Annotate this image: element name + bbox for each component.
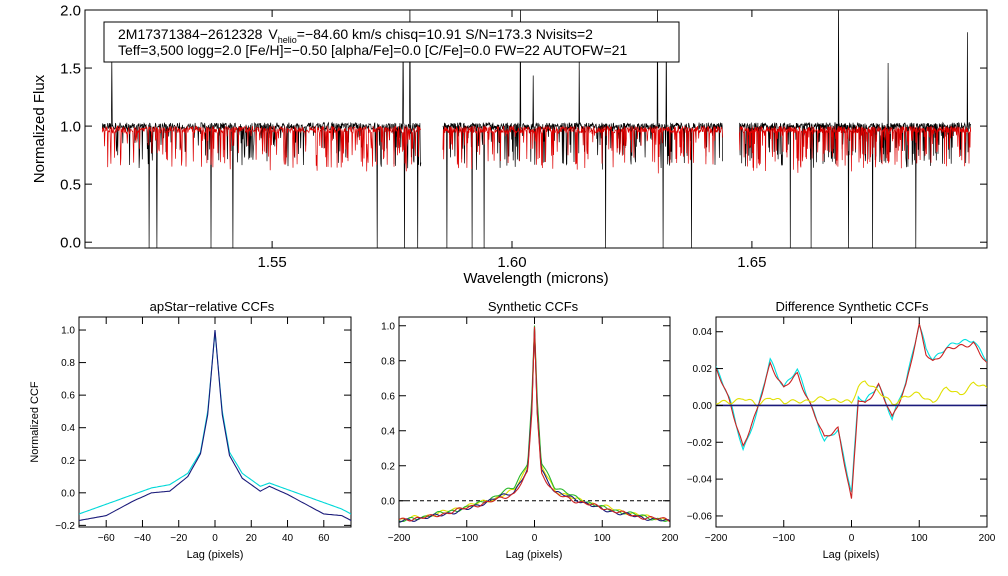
- apstar-ccf-ytick-label: 0.6: [61, 391, 75, 402]
- synthetic-ccf-xtick-label: −200: [388, 533, 411, 544]
- synthetic-ccf-ytick-label: 0.8: [381, 356, 395, 367]
- apstar-ccf-xtick-label: −60: [98, 533, 115, 544]
- apstar-ccf-xtick-label: 40: [282, 533, 294, 544]
- spectrum-frame: [84, 9, 988, 249]
- difference-ccf-series-mean: [716, 380, 987, 407]
- spectrum-xtick-label: 1.55: [258, 254, 287, 271]
- spectrum-ylabel: Normalized Flux: [31, 74, 48, 183]
- difference-ccf-xtick-label: −200: [705, 533, 728, 544]
- apstar-ccf-xtick-label: −20: [170, 533, 187, 544]
- apstar-ccf-series-visit-2: [79, 329, 351, 522]
- difference-ccf-xtick-label: 0: [849, 533, 855, 544]
- apstar-ccf-xtick-label: −40: [134, 533, 151, 544]
- apstar-ccf-plot: [79, 329, 351, 522]
- synthetic-ccf-xtick-label: 100: [594, 533, 611, 544]
- spectrum-ytick-label: 2.0: [60, 2, 81, 19]
- annotation-line-1: 2M17371384−2612328 Vhelio=−84.60 km/s chi…: [118, 26, 593, 45]
- synthetic-ccf-ytick-label: 1.0: [381, 321, 395, 332]
- spectrum-ytick-label: 0.5: [60, 176, 81, 193]
- spectrum-panel: 1.55 1.60 1.65 0.0 0.5 1.0 1.5 2.0 Wavelength (…: [31, 2, 988, 287]
- synthetic-ccf-xtick-label: 200: [662, 533, 679, 544]
- synthetic-ccf-xtick-label: 0: [532, 533, 538, 544]
- difference-ccf-ytick-label: −0.02: [687, 438, 713, 449]
- synthetic-ccf-lines: [399, 325, 670, 523]
- synthetic-ccf-series-model: [399, 326, 670, 523]
- apstar-ccf-xtick-label: 60: [318, 533, 330, 544]
- annotation-v-sub: helio: [278, 35, 297, 45]
- spectrum-ytick-label: 1.0: [60, 118, 81, 135]
- apstar-ccf-ytick-label: 0.8: [61, 358, 75, 369]
- difference-ccf-ytick-label: 0.00: [693, 401, 713, 412]
- spectrum-ytick-label: 0.0: [60, 234, 81, 251]
- synthetic-ccf-xtick-label: −100: [455, 533, 478, 544]
- difference-ccf-xtick-label: 100: [911, 533, 928, 544]
- apstar-ccf-xtick-label: 0: [212, 533, 218, 544]
- synthetic-ccf-ytick-label: 0.0: [381, 496, 395, 507]
- apstar-ccf-title: apStar−relative CCFs: [150, 299, 275, 314]
- synthetic-ccf-ytick-label: 0.4: [381, 426, 395, 437]
- synthetic-ccf-series-visit-1: [399, 330, 670, 522]
- difference-ccf-series-visit-1: [716, 322, 987, 493]
- spectrum-xlabel: Wavelength (microns): [463, 270, 608, 287]
- annotation-v-rest: =−84.60 km/s chisq=10.91 S/N=173.3 Nvisi…: [297, 26, 593, 42]
- synthetic-ccf-ytick-label: 0.6: [381, 391, 395, 402]
- difference-ccf-title: Difference Synthetic CCFs: [776, 299, 929, 314]
- annotation-line-2: Teff=3,500 logg=2.0 [Fe/H]=−0.50 [alpha/…: [118, 42, 627, 58]
- difference-ccf-ytick-label: −0.04: [687, 475, 713, 486]
- difference-ccf-ytick-label: 0.04: [693, 327, 713, 338]
- annotation-box: [103, 21, 680, 63]
- synthetic-ccf-series-combined: [399, 328, 670, 523]
- apstar-ccf-ytick-label: 0.4: [61, 423, 75, 434]
- difference-ccf-xtick-label: 200: [979, 533, 996, 544]
- spectrum-lines: [101, 10, 972, 248]
- synthetic-ccf-series-visit-2: [399, 325, 670, 523]
- spectrum-series-best-fit-model-chip-3: [739, 125, 972, 173]
- spectrum-xtick-label: 1.65: [737, 254, 766, 271]
- spectrum-plot: [101, 10, 972, 248]
- synthetic-ccf-xlabel: Lag (pixels): [506, 549, 563, 561]
- annotation-star-id: 2M17371384−2612328: [118, 26, 263, 42]
- apstar-ccf-series-visit-1: [79, 331, 351, 515]
- spectrum-xtick-label: 1.60: [497, 254, 526, 271]
- difference-ccf-panel: Difference Synthetic CCFs −200 −100 0 100 20…: [687, 299, 996, 561]
- difference-ccf-ticks: −200 −100 0 100 200 −0.06 −0.04 −0.02 0.00 0.02 0.…: [687, 317, 996, 544]
- annotation-v-label: V: [268, 26, 278, 42]
- spectrum-series-observed-spectrum-chip-3: [739, 10, 972, 248]
- difference-ccf-ytick-label: 0.02: [693, 364, 713, 375]
- difference-ccf-xtick-label: −100: [772, 533, 795, 544]
- difference-ccf-plot: [716, 322, 987, 499]
- apstar-ccf-lines: [79, 329, 351, 522]
- apstar-ccf-ticks: −60 −40 −20 0 20 40 60 −0.2 0.0 0.2 0.4 0.6 0.8 1.0: [55, 317, 351, 544]
- apstar-ccf-ytick-label: 0.2: [61, 456, 75, 467]
- synthetic-ccf-title: Synthetic CCFs: [488, 299, 579, 314]
- difference-ccf-xlabel: Lag (pixels): [823, 549, 880, 561]
- apstar-ccf-ylabel: Normalized CCF: [29, 381, 41, 463]
- apstar-ccf-ytick-label: 1.0: [61, 326, 75, 337]
- difference-ccf-lines: [716, 322, 987, 499]
- spectrum-ytick-label: 1.5: [60, 60, 81, 77]
- apstar-ccf-xtick-label: 20: [246, 533, 258, 544]
- spectrum-ticks: 1.55 1.60 1.65 0.0 0.5 1.0 1.5 2.0: [60, 2, 987, 271]
- synthetic-ccf-plot: [399, 325, 670, 523]
- synthetic-ccf-ticks: −200 −100 0 100 200 0.0 0.2 0.4 0.6 0.8 1.0: [381, 317, 679, 544]
- synthetic-ccf-panel: Synthetic CCFs −200 −100 0 100 200 0.0 0.2 0.4 0…: [381, 299, 679, 561]
- apstar-ccf-ytick-label: −0.2: [55, 521, 75, 532]
- spectrum-series-best-fit-model-chip-1: [101, 125, 422, 172]
- difference-ccf-ytick-label: −0.06: [687, 511, 713, 522]
- synthetic-ccf-ytick-label: 0.2: [381, 461, 395, 472]
- apstar-ccf-frame: [78, 316, 352, 528]
- spectrum-series-observed-spectrum-chip-1: [101, 10, 422, 248]
- difference-ccf-series-visit-2: [716, 323, 987, 499]
- apstar-ccf-xlabel: Lag (pixels): [187, 549, 244, 561]
- synthetic-ccf-frame: [398, 316, 671, 528]
- spectrum-series-best-fit-model-chip-2: [442, 124, 723, 174]
- spectrum-series-observed-spectrum-chip-2: [442, 10, 723, 248]
- apstar-ccf-ytick-label: 0.0: [61, 488, 75, 499]
- apstar-ccf-panel: apStar−relative CCFs −60 −40 −20 0 20 40 60 −0.…: [29, 299, 352, 561]
